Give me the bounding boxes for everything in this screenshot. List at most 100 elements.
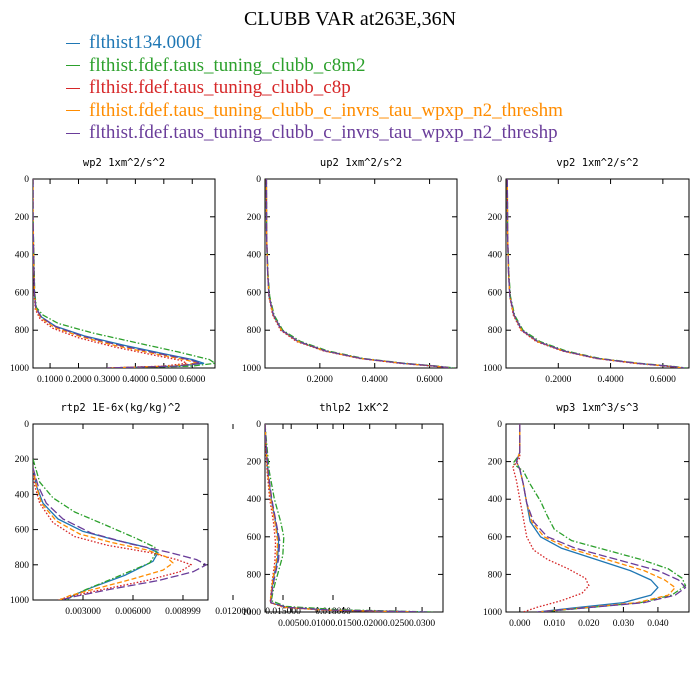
plot-frame <box>505 423 690 613</box>
x-tick-label: 0.0300 <box>409 619 435 629</box>
y-tick-label: 800 <box>247 326 262 336</box>
y-tick-label: 800 <box>247 570 262 580</box>
x-tick-label: 0.4000 <box>122 375 148 385</box>
x-tick-label: 0.020 <box>578 619 600 629</box>
y-tick-label: 1000 <box>10 364 29 374</box>
series-line <box>33 467 192 600</box>
subplot-title: vp2 1xm^2/s^2 <box>556 157 638 169</box>
y-tick-label: 400 <box>488 251 503 261</box>
y-tick-label: 0 <box>256 175 261 185</box>
legend-label: flthist.fdef.taus_tuning_clubb_c8p <box>89 77 351 99</box>
legend-line-swatch <box>66 87 80 89</box>
legend: flthist134.000f flthist.fdef.taus_tuning_… <box>66 32 563 145</box>
series-line <box>33 467 174 600</box>
plot-frame <box>505 178 690 369</box>
legend-item: flthist.fdef.taus_tuning_clubb_c_invrs_t… <box>66 100 563 123</box>
y-tick-label: 600 <box>247 288 262 298</box>
legend-item: flthist.fdef.taus_tuning_clubb_c_invrs_t… <box>66 122 563 145</box>
x-tick-label: 0.000 <box>509 619 531 629</box>
y-tick-label: 0 <box>497 175 502 185</box>
y-tick-label: 600 <box>488 533 503 543</box>
series-line <box>506 179 682 368</box>
y-tick-label: 1000 <box>242 364 261 374</box>
y-tick-label: 400 <box>488 495 503 505</box>
x-tick-label: 0.6000 <box>417 375 443 385</box>
y-tick-label: 0 <box>24 420 29 430</box>
legend-label: flthist134.000f <box>89 32 202 54</box>
series-line <box>265 179 452 368</box>
x-tick-label: 0.0100 <box>304 619 330 629</box>
x-tick-label: 0.2000 <box>545 375 571 385</box>
x-tick-label: 0.4000 <box>598 375 624 385</box>
subplot: vp2 1xm^2/s^2 0 200 400 600 800 1000 0.2000 0.40… <box>483 157 690 385</box>
y-tick-label: 200 <box>247 213 262 223</box>
series-line <box>33 179 199 368</box>
series-line <box>265 424 433 612</box>
y-tick-label: 400 <box>15 251 30 261</box>
series-line <box>506 179 685 368</box>
series-line <box>515 424 687 612</box>
x-tick-label: 0.0250 <box>383 619 409 629</box>
series-line <box>33 467 207 600</box>
series-line <box>515 424 676 612</box>
subplot-title: up2 1xm^2/s^2 <box>320 157 402 169</box>
x-tick-label: 0.006000 <box>115 607 151 617</box>
y-tick-label: 800 <box>15 561 30 571</box>
subplot: thlp2 1xK^2 0 200 400 600 800 1000 0.0050 0.0100… <box>242 402 444 629</box>
x-tick-label: 0.5000 <box>151 375 177 385</box>
series-line <box>265 424 428 612</box>
x-tick-label: 0.2000 <box>65 375 91 385</box>
subplot: wp3 1xm^3/s^3 0 200 400 600 800 1000 0.000 0.010… <box>483 402 690 629</box>
x-tick-label: 0.1000 <box>37 375 63 385</box>
y-tick-label: 600 <box>15 288 30 298</box>
y-tick-label: 800 <box>488 570 503 580</box>
legend-line-swatch <box>66 65 80 67</box>
y-tick-label: 800 <box>15 326 30 336</box>
subplot: up2 1xm^2/s^2 0 200 400 600 800 1000 0.2000 0.40… <box>242 157 458 385</box>
y-tick-label: 1000 <box>483 608 502 618</box>
y-tick-label: 200 <box>247 458 262 468</box>
legend-item: flthist.fdef.taus_tuning_clubb_c8p <box>66 77 563 100</box>
series-line <box>33 467 159 600</box>
series-line <box>265 424 423 612</box>
subplot-title: rtp2 1E-6x(kg/kg)^2 <box>60 402 180 414</box>
series-line <box>265 179 453 368</box>
x-tick-label: 0.2000 <box>307 375 333 385</box>
x-tick-label: 0.3000 <box>94 375 120 385</box>
x-tick-label: 0.0150 <box>330 619 356 629</box>
x-tick-label: 0.0200 <box>357 619 383 629</box>
series-line <box>515 424 659 612</box>
plot-frame <box>32 423 209 601</box>
subplot-title: thlp2 1xK^2 <box>319 402 389 414</box>
legend-label: flthist.fdef.taus_tuning_clubb_c8m2 <box>89 54 366 76</box>
x-tick-label: 0.6000 <box>179 375 205 385</box>
series-line <box>512 424 687 612</box>
plot-frame <box>264 423 444 613</box>
y-tick-label: 200 <box>15 213 30 223</box>
legend-line-swatch <box>66 110 80 112</box>
y-tick-label: 600 <box>15 526 30 536</box>
y-tick-label: 600 <box>247 533 262 543</box>
y-tick-label: 1000 <box>10 596 29 606</box>
y-tick-label: 600 <box>488 288 503 298</box>
y-tick-label: 400 <box>15 490 30 500</box>
plot-frame <box>264 178 458 369</box>
subplot-title: wp2 1xm^2/s^2 <box>83 157 165 169</box>
y-tick-label: 400 <box>247 251 262 261</box>
x-tick-label: 0.4000 <box>362 375 388 385</box>
subplot: rtp2 1E-6x(kg/kg)^2 0 200 400 600 800 1000 0.00… <box>10 402 351 617</box>
y-tick-label: 200 <box>488 458 503 468</box>
legend-item: flthist134.000f <box>66 32 563 55</box>
x-tick-label: 0.0050 <box>278 619 304 629</box>
figure-title: CLUBB VAR at263E,36N <box>243 8 457 30</box>
legend-line-swatch <box>66 42 80 44</box>
y-tick-label: 400 <box>247 495 262 505</box>
legend-item: flthist.fdef.taus_tuning_clubb_c8m2 <box>66 55 563 78</box>
y-tick-label: 1000 <box>242 608 261 618</box>
legend-line-swatch <box>66 132 80 134</box>
series-line <box>265 424 417 612</box>
legend-label: flthist.fdef.taus_tuning_clubb_c_invrs_t… <box>89 122 558 144</box>
x-tick-label: 0.040 <box>647 619 669 629</box>
y-tick-label: 0 <box>24 175 29 185</box>
